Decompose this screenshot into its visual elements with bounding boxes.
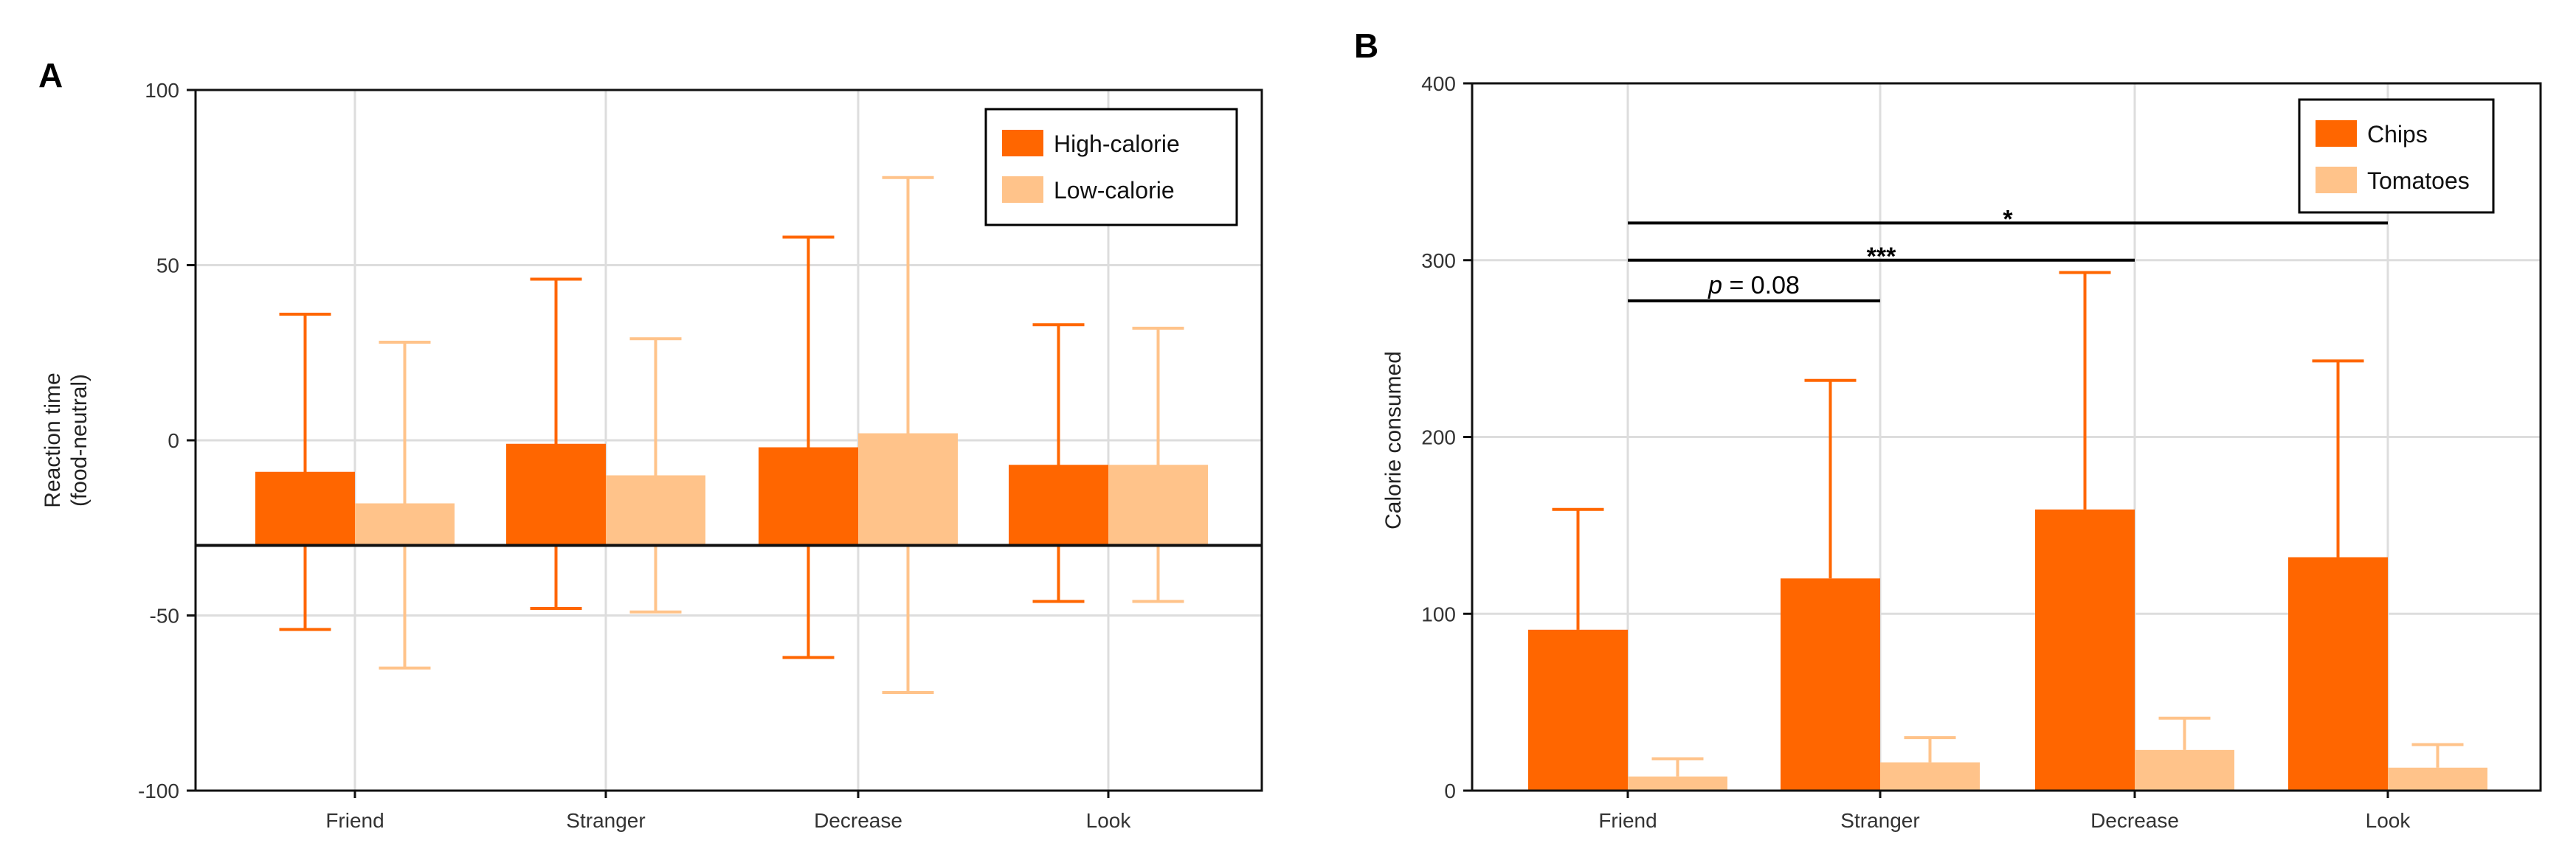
panel-b-bar-chips-stranger [1781, 578, 1880, 791]
panel-a-ytick-label-1: -50 [150, 605, 179, 628]
panel-a-ylabel: Reaction time (food-neutral) [41, 372, 91, 507]
panel-b-xtick-label-0: Friend [1598, 809, 1657, 832]
panel-b-ytick-label-1: 100 [1421, 603, 1456, 625]
panel-a-xtick-label-1: Stranger [566, 809, 645, 832]
panel-b-bar-tomatoes-look [2388, 767, 2487, 791]
panel-a-legend-swatch-1 [1002, 176, 1043, 203]
panel-a-xtick-label-0: Friend [325, 809, 384, 832]
panel-b-ytick-label-2: 200 [1421, 426, 1456, 449]
panel-b-ylabel: Calorie consumed [1381, 351, 1406, 530]
panel-a-ylabel-sub: (food-neutral) [67, 374, 91, 507]
panel-a-ytick-label-0: -100 [138, 780, 179, 802]
panel-b-bar-tomatoes-stranger [1880, 762, 1980, 791]
panel-b-xtick-label-1: Stranger [1840, 809, 1919, 832]
panel-b-ytick-label-3: 300 [1421, 249, 1456, 272]
panel-a-ytick-label-4: 100 [145, 79, 179, 102]
panel-a-legend-box [984, 108, 1238, 226]
panel-b-xtick-label-3: Look [2366, 809, 2411, 832]
panel-b-ytick-label-0: 0 [1444, 780, 1456, 802]
panel-b: B 0 100 200 300 400 Friend Stranger Decrease Look… [1354, 27, 2542, 832]
panel-b-sig-label-italic-0: p [1707, 271, 1722, 299]
panel-b-bar-chips-friend [1528, 629, 1628, 791]
panel-a-legend-swatch-0 [1002, 130, 1043, 156]
panel-b-bar-tomatoes-decrease [2135, 749, 2234, 791]
panel-a: A -100 -50 0 50 100 Friend Stranger Decrease Look… [38, 56, 1263, 832]
panel-b-xtick-label-2: Decrease [2090, 809, 2179, 832]
panel-b-bar-chips-look [2288, 557, 2388, 791]
panel-a-letter: A [38, 56, 63, 94]
panel-a-ylabel-main: Reaction time [41, 372, 65, 507]
panel-b-legend-swatch-0 [2316, 120, 2357, 147]
panel-a-xtick-label-2: Decrease [814, 809, 902, 832]
panel-b-legend-label-1: Tomatoes [2367, 167, 2470, 194]
panel-b-ytick-label-4: 400 [1421, 72, 1456, 95]
panel-a-ytick-label-2: 0 [168, 429, 179, 452]
panel-b-sig-label-1: *** [1867, 243, 1896, 271]
panel-a-xtick-label-3: Look [1086, 809, 1132, 832]
panel-b-legend-box [2298, 98, 2495, 214]
panel-b-bar-tomatoes-friend [1628, 776, 1727, 791]
panel-a-legend-label-0: High-calorie [1054, 131, 1180, 157]
panel-b-legend-swatch-1 [2316, 167, 2357, 193]
panel-b-legend-label-0: Chips [2367, 121, 2428, 148]
panel-b-bar-chips-decrease [2035, 509, 2135, 791]
panel-b-sig-label-2: * [2003, 205, 2013, 233]
panel-b-sig-label-0: p = 0.08 [1707, 271, 1800, 299]
panel-b-letter: B [1354, 27, 1378, 65]
panel-b-sig-label-rest-0: = 0.08 [1722, 271, 1800, 299]
panel-a-legend-label-1: Low-calorie [1054, 177, 1175, 204]
panel-a-ytick-label-3: 50 [156, 254, 179, 277]
